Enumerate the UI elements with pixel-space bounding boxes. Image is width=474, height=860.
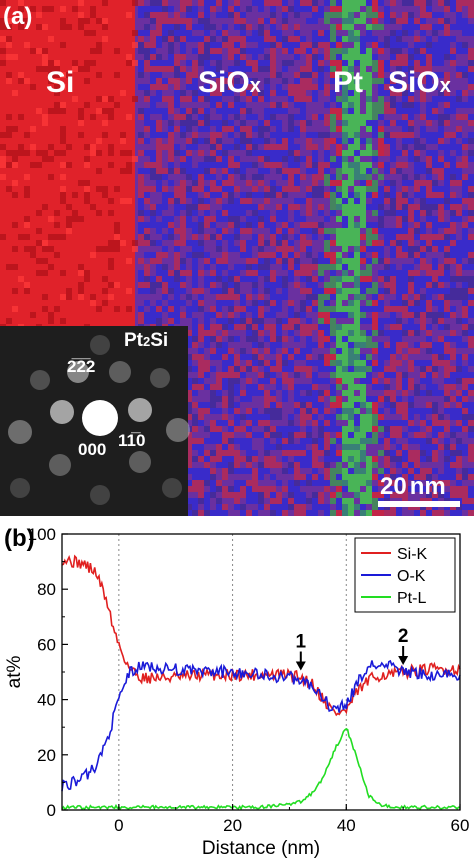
- legend-label: Si-K: [397, 546, 428, 563]
- diffraction-spot: [150, 368, 170, 388]
- diffraction-spot: [30, 370, 50, 390]
- panel-a-label: (a): [3, 3, 33, 30]
- annotation-label: 1: [296, 632, 307, 653]
- diffraction-spot: [8, 420, 32, 444]
- x-tick-label: 60: [451, 816, 470, 835]
- legend-label: O-K: [397, 568, 426, 585]
- panel-b-label: (b): [4, 525, 35, 552]
- diffraction-spot: [90, 485, 110, 505]
- diffraction-spot: [10, 478, 30, 498]
- inset-phase-label: Pt2Si: [124, 330, 169, 351]
- diffraction-spot: [129, 451, 151, 473]
- x-tick-label: 20: [223, 816, 242, 835]
- diffraction-spot: [166, 418, 190, 442]
- annotation-label: 2: [398, 626, 409, 647]
- region-pt-label: Pt: [333, 66, 363, 99]
- y-tick-label: 40: [37, 691, 56, 710]
- diffraction-spot: [90, 335, 110, 355]
- eds-map-panel: (a) Si SiOx Pt SiOx Pt2Si 2̅2̅2 000 11̅0…: [0, 0, 474, 516]
- diffraction-spot: [162, 478, 182, 498]
- legend-label: Pt-L: [397, 590, 426, 607]
- diffraction-spot: [49, 454, 71, 476]
- annotation-arrow-head: [398, 656, 409, 665]
- region-siox-left-label: SiOx: [198, 66, 261, 99]
- line-profile-chart: 0 20 40 60 0 20 40 60 80 100 Distance (nm) at% (b) Si…: [4, 525, 470, 859]
- y-axis-label: at%: [4, 656, 25, 689]
- spot-index-right: 11̅0: [118, 431, 146, 450]
- y-tick-label: 80: [37, 580, 56, 599]
- diffraction-spot: [50, 400, 74, 424]
- series-line-si-k: [61, 554, 461, 717]
- diffraction-spot: [128, 398, 152, 422]
- x-axis-label: Distance (nm): [202, 838, 320, 859]
- scale-bar-label: 20 nm: [380, 473, 446, 500]
- series-line-o-k: [61, 659, 461, 792]
- annotation-arrow-head: [295, 661, 306, 671]
- eds-elemental-map: [0, 0, 474, 516]
- diffraction-spot: [82, 400, 118, 436]
- y-tick-label: 20: [37, 746, 56, 765]
- spot-index-top: 2̅2̅2: [67, 357, 96, 376]
- x-tick-label: 40: [337, 816, 356, 835]
- diffraction-inset: [0, 326, 190, 516]
- y-tick-label: 60: [37, 635, 56, 654]
- scale-bar: [378, 501, 460, 507]
- diffraction-spots: [8, 335, 190, 505]
- region-siox-right-label: SiOx: [388, 66, 451, 99]
- spot-index-center: 000: [78, 440, 107, 459]
- region-si-label: Si: [46, 66, 75, 99]
- y-tick-label: 100: [28, 525, 56, 544]
- diffraction-spot: [109, 361, 131, 383]
- x-tick-label: 0: [114, 816, 123, 835]
- series-line-pt-l: [61, 727, 461, 811]
- y-tick-label: 0: [47, 801, 56, 820]
- diffraction-spot: [67, 361, 89, 383]
